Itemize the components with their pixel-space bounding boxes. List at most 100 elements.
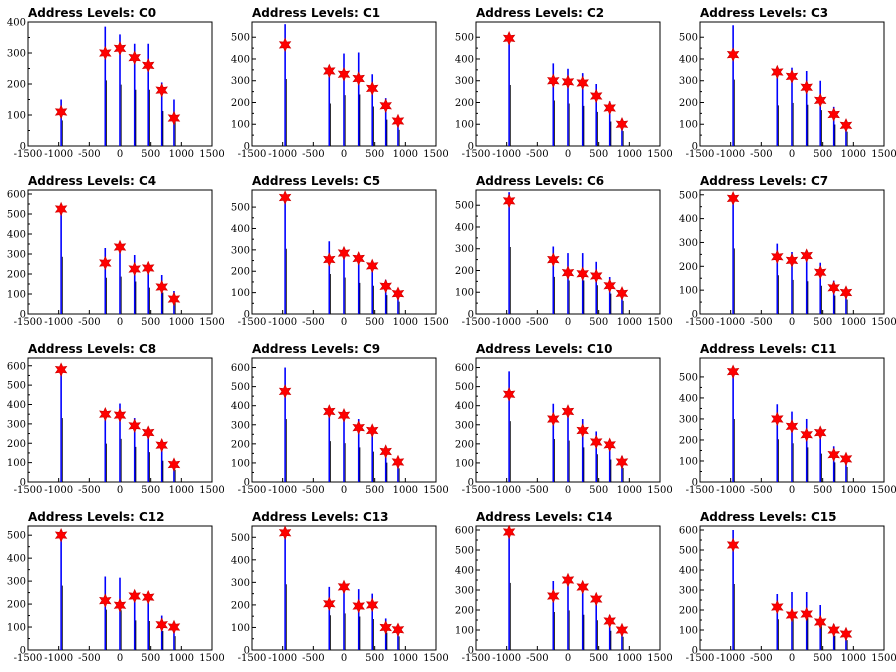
- x-tick-label: 1000: [617, 317, 642, 328]
- peak-marker: [141, 260, 155, 276]
- y-tick-label: 500: [679, 546, 698, 557]
- x-tick-label: 1000: [169, 485, 194, 496]
- x-tick-label: 500: [141, 485, 160, 496]
- y-tick-label: 300: [679, 76, 698, 87]
- y-tick-label: 400: [455, 566, 474, 577]
- y-tick-label: 200: [455, 266, 474, 277]
- peak-marker: [502, 193, 516, 209]
- x-tick-label: 1500: [199, 149, 224, 160]
- x-tick-label: 500: [365, 317, 384, 328]
- y-tick-label: 100: [679, 120, 698, 131]
- peak-marker: [589, 591, 603, 607]
- y-tick-label: 200: [455, 439, 474, 450]
- x-tick-label: -500: [750, 317, 772, 328]
- x-tick-label: -500: [78, 149, 100, 160]
- peak-marker: [785, 419, 799, 434]
- peak-marker: [278, 37, 292, 53]
- y-tick-label: 0: [244, 646, 250, 657]
- panel-c10: Address Levels: C10 0 100 200 300 400 500 600 -1…: [448, 336, 672, 504]
- peak-marker: [128, 261, 141, 277]
- x-tick-label: 1500: [199, 653, 224, 664]
- y-tick-label: 300: [679, 414, 698, 425]
- y-tick-label: 300: [231, 245, 250, 256]
- x-tick-label: 1000: [841, 149, 866, 160]
- peak-marker: [141, 425, 155, 440]
- peak-marker: [141, 589, 155, 605]
- peak-marker: [113, 239, 127, 255]
- y-tick-label: 400: [7, 18, 26, 29]
- peak-marker: [726, 47, 740, 62]
- x-tick-label: -500: [526, 317, 548, 328]
- y-tick-label: 200: [679, 606, 698, 617]
- peak-marker: [337, 66, 351, 82]
- panel-c11: Address Levels: C11 0 100 200 300 400 500 -1500…: [672, 336, 896, 504]
- y-tick-label: 400: [679, 54, 698, 65]
- y-tick-label: 100: [7, 623, 26, 634]
- y-tick-label: 500: [455, 33, 474, 44]
- y-tick-label: 600: [7, 190, 26, 201]
- y-tick-label: 200: [679, 262, 698, 273]
- x-tick-label: 0: [117, 653, 123, 664]
- x-tick-label: 1500: [423, 149, 448, 160]
- y-tick-label: 500: [7, 531, 26, 542]
- panel-c2: Address Levels: C2 0 100 200 300 400 500 -1500-…: [448, 0, 672, 168]
- peak-marker: [391, 622, 405, 637]
- panel-c8: Address Levels: C8 0 100 200 300 400 500 600 -15…: [0, 336, 224, 504]
- y-tick-label: 300: [455, 76, 474, 87]
- peak-marker: [726, 364, 740, 379]
- y-tick-label: 500: [455, 382, 474, 393]
- y-tick-label: 500: [455, 546, 474, 557]
- histogram-svg: 0 100 200 300 400 500 -1500 -1000 -500 0 500 1000 15…: [679, 21, 896, 160]
- y-tick-label: 100: [455, 120, 474, 131]
- panel-c5: Address Levels: C5 0 100 200 300 400 500 -1500-…: [224, 168, 448, 336]
- y-tick-label: 600: [455, 363, 474, 374]
- y-tick-label: 200: [7, 439, 26, 450]
- peak-marker: [323, 63, 336, 79]
- y-tick-label: 300: [7, 49, 26, 60]
- x-tick-label: 0: [565, 149, 571, 160]
- y-tick-label: 100: [7, 111, 26, 122]
- peak-marker: [155, 617, 168, 632]
- x-tick-label: -1500: [238, 149, 267, 160]
- y-tick-label: 100: [455, 458, 474, 469]
- x-tick-label: -500: [302, 485, 324, 496]
- x-tick-label: 1500: [871, 149, 896, 160]
- peak-marker: [99, 255, 112, 271]
- x-tick-label: -1500: [238, 485, 267, 496]
- peak-marker: [615, 622, 629, 638]
- panel-title: Address Levels: C11: [700, 342, 837, 356]
- peak-marker: [391, 286, 405, 301]
- panel-title: Address Levels: C4: [28, 174, 157, 188]
- peak-marker: [785, 69, 799, 84]
- y-tick-label: 600: [455, 526, 474, 537]
- x-tick-label: 1000: [617, 149, 642, 160]
- y-tick-label: 100: [679, 456, 698, 467]
- panel-c7: Address Levels: C7 0 100 200 300 400 500 -1500-…: [672, 168, 896, 336]
- x-tick-label: -1000: [716, 653, 745, 664]
- y-tick-label: 0: [244, 478, 250, 489]
- peak-marker: [576, 579, 589, 595]
- x-tick-label: 500: [589, 485, 608, 496]
- y-tick-label: 300: [7, 250, 26, 261]
- y-tick-label: 300: [455, 420, 474, 431]
- y-tick-label: 0: [244, 142, 250, 153]
- x-tick-label: 500: [589, 317, 608, 328]
- panel-c3: Address Levels: C3 0 100 200 300 400 500 -1500-…: [672, 0, 896, 168]
- histogram-svg: 0 100 200 300 400 500 -1500 -1000 -500 0 500 1000 15…: [231, 525, 448, 664]
- y-tick-label: 0: [468, 478, 474, 489]
- peak-marker: [502, 524, 516, 540]
- x-tick-label: -1500: [14, 149, 43, 160]
- x-tick-label: -1000: [268, 149, 297, 160]
- peak-marker: [379, 444, 392, 459]
- x-tick-label: 1000: [169, 653, 194, 664]
- peak-marker: [337, 245, 351, 261]
- peak-marker: [352, 71, 365, 86]
- y-tick-label: 400: [7, 230, 26, 241]
- peak-marker: [813, 614, 827, 630]
- x-tick-label: 500: [365, 653, 384, 664]
- peak-marker: [167, 619, 181, 635]
- x-tick-label: 0: [117, 485, 123, 496]
- x-tick-label: 500: [813, 485, 832, 496]
- y-tick-label: 200: [231, 600, 250, 611]
- x-tick-label: 1500: [423, 653, 448, 664]
